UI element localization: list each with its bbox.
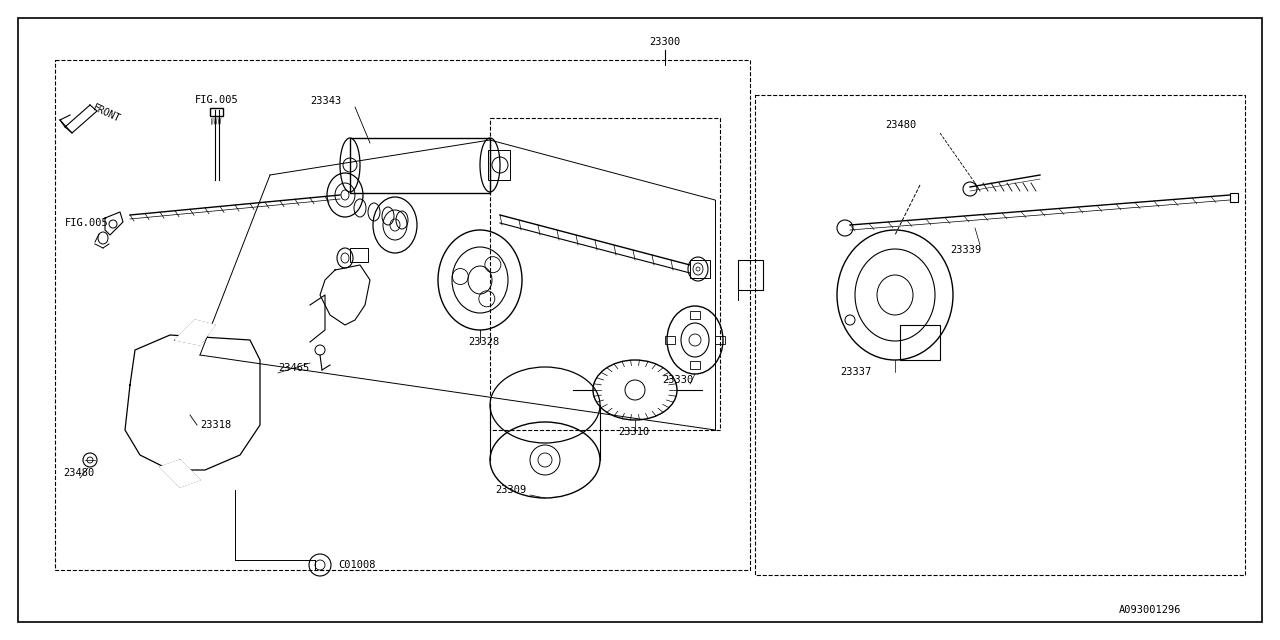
Text: FIG.005: FIG.005: [195, 95, 239, 105]
Bar: [900, 325, 940, 360]
Text: FRONT: FRONT: [91, 103, 122, 124]
Polygon shape: [175, 320, 215, 345]
Bar: [490, 118, 719, 430]
Bar: [210, 108, 223, 116]
Text: 23337: 23337: [840, 367, 872, 377]
Bar: [716, 336, 724, 344]
Bar: [488, 150, 509, 180]
Bar: [755, 95, 1245, 575]
Polygon shape: [65, 105, 97, 133]
Text: 23309: 23309: [495, 485, 526, 495]
Text: 23318: 23318: [200, 420, 232, 430]
Text: A093001296: A093001296: [1119, 605, 1181, 615]
Text: 23328: 23328: [468, 337, 499, 347]
Text: 23343: 23343: [310, 96, 342, 106]
Bar: [55, 60, 750, 570]
Text: 23480: 23480: [63, 468, 95, 478]
Text: C01008: C01008: [338, 560, 375, 570]
Bar: [666, 336, 675, 344]
Text: 23310: 23310: [618, 427, 649, 437]
Text: 23330: 23330: [662, 375, 694, 385]
Text: 23465: 23465: [278, 363, 310, 373]
Text: 23300: 23300: [649, 37, 681, 47]
Bar: [690, 260, 710, 278]
Bar: [349, 248, 369, 262]
Polygon shape: [125, 335, 260, 470]
Text: FIG.005: FIG.005: [65, 218, 109, 228]
Text: 23339: 23339: [950, 245, 982, 255]
Polygon shape: [160, 460, 200, 487]
Bar: [1230, 193, 1238, 202]
Bar: [349, 138, 490, 193]
Bar: [739, 260, 763, 290]
Bar: [690, 311, 700, 319]
Bar: [690, 361, 700, 369]
Text: 23480: 23480: [884, 120, 916, 130]
